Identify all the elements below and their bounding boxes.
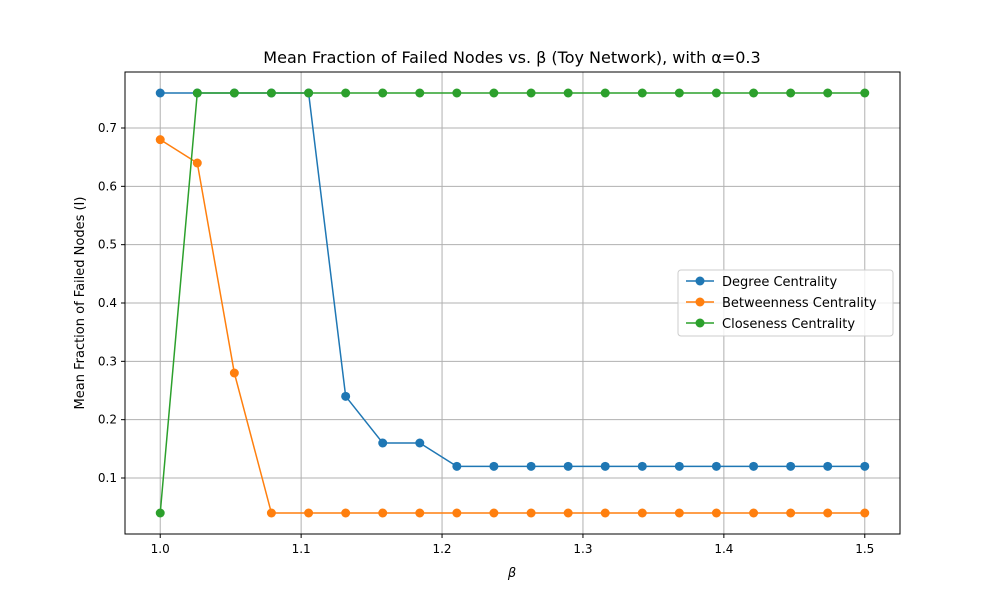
series-layer [155,88,870,518]
data-point [452,508,462,518]
series-line [159,139,865,514]
data-point [563,508,573,518]
data-point [229,368,239,378]
series-3 [155,88,870,518]
data-point [711,88,721,98]
data-point [860,508,870,518]
legend-marker [695,318,705,328]
data-point [192,88,202,98]
data-point [415,508,425,518]
data-point [378,508,388,518]
data-point [452,461,462,471]
series-line [159,92,865,514]
data-point [563,461,573,471]
data-point [341,508,351,518]
data-point [600,461,610,471]
x-tick-label: 1.5 [855,542,874,556]
x-tick-label: 1.1 [292,542,311,556]
data-point [600,508,610,518]
data-point [674,461,684,471]
y-tick-label: 0.2 [98,413,117,427]
data-point [563,88,573,98]
legend-item: Degree Centrality [686,275,837,290]
data-point [526,461,536,471]
legend-marker [695,276,705,286]
x-tick-label: 1.4 [714,542,733,556]
legend-label: Closeness Centrality [722,317,855,332]
data-point [526,88,536,98]
data-point [415,88,425,98]
x-tick-label: 1.2 [432,542,451,556]
data-point [341,88,351,98]
chart-title: Mean Fraction of Failed Nodes vs. β (Toy… [263,48,760,67]
data-point [155,135,165,145]
data-point [489,461,499,471]
data-point [823,88,833,98]
y-axis-label: Mean Fraction of Failed Nodes (I) [73,197,88,410]
data-point [674,88,684,98]
data-point [637,461,647,471]
series-2 [155,135,870,518]
legend-box [677,269,894,337]
data-point [266,508,276,518]
data-point [489,508,499,518]
data-point [526,508,536,518]
y-tick-label: 0.7 [98,121,117,135]
y-tick-label: 0.1 [98,471,117,485]
data-point [711,461,721,471]
data-point [637,88,647,98]
data-point [304,508,314,518]
data-point [823,508,833,518]
data-point [192,158,202,168]
data-point [229,88,239,98]
legend-label: Degree Centrality [722,275,837,290]
data-point [304,88,314,98]
data-point [600,88,610,98]
y-tick-label: 0.6 [98,179,117,193]
legend-item: Betweenness Centrality [686,296,877,311]
data-point [749,508,759,518]
legend-marker [695,297,705,307]
data-point [711,508,721,518]
x-tick-label: 1.3 [573,542,592,556]
data-point [749,88,759,98]
legend: Degree Centrality Betweenness Centrality C… [677,269,894,337]
data-point [823,461,833,471]
y-tick-label: 0.3 [98,354,117,368]
data-point [489,88,499,98]
legend-item: Closeness Centrality [686,317,855,332]
x-axis-ticks: 1.0 1.1 1.2 1.3 1.4 1.5 [151,534,874,556]
data-point [786,461,796,471]
y-axis-ticks: 0.1 0.2 0.3 0.4 0.5 0.6 0.7 [98,121,125,485]
data-point [674,508,684,518]
data-point [378,438,388,448]
y-tick-label: 0.5 [98,238,117,252]
legend-label: Betweenness Centrality [722,296,877,311]
data-point [637,508,647,518]
data-point [266,88,276,98]
data-point [341,391,351,401]
x-tick-label: 1.0 [151,542,170,556]
data-point [415,438,425,448]
data-point [749,461,759,471]
x-axis-label: β [507,566,516,581]
data-point [860,88,870,98]
data-point [786,88,796,98]
data-point [155,88,165,98]
data-point [452,88,462,98]
data-point [378,88,388,98]
data-point [860,461,870,471]
y-tick-label: 0.4 [98,296,117,310]
data-point [155,508,165,518]
data-point [786,508,796,518]
